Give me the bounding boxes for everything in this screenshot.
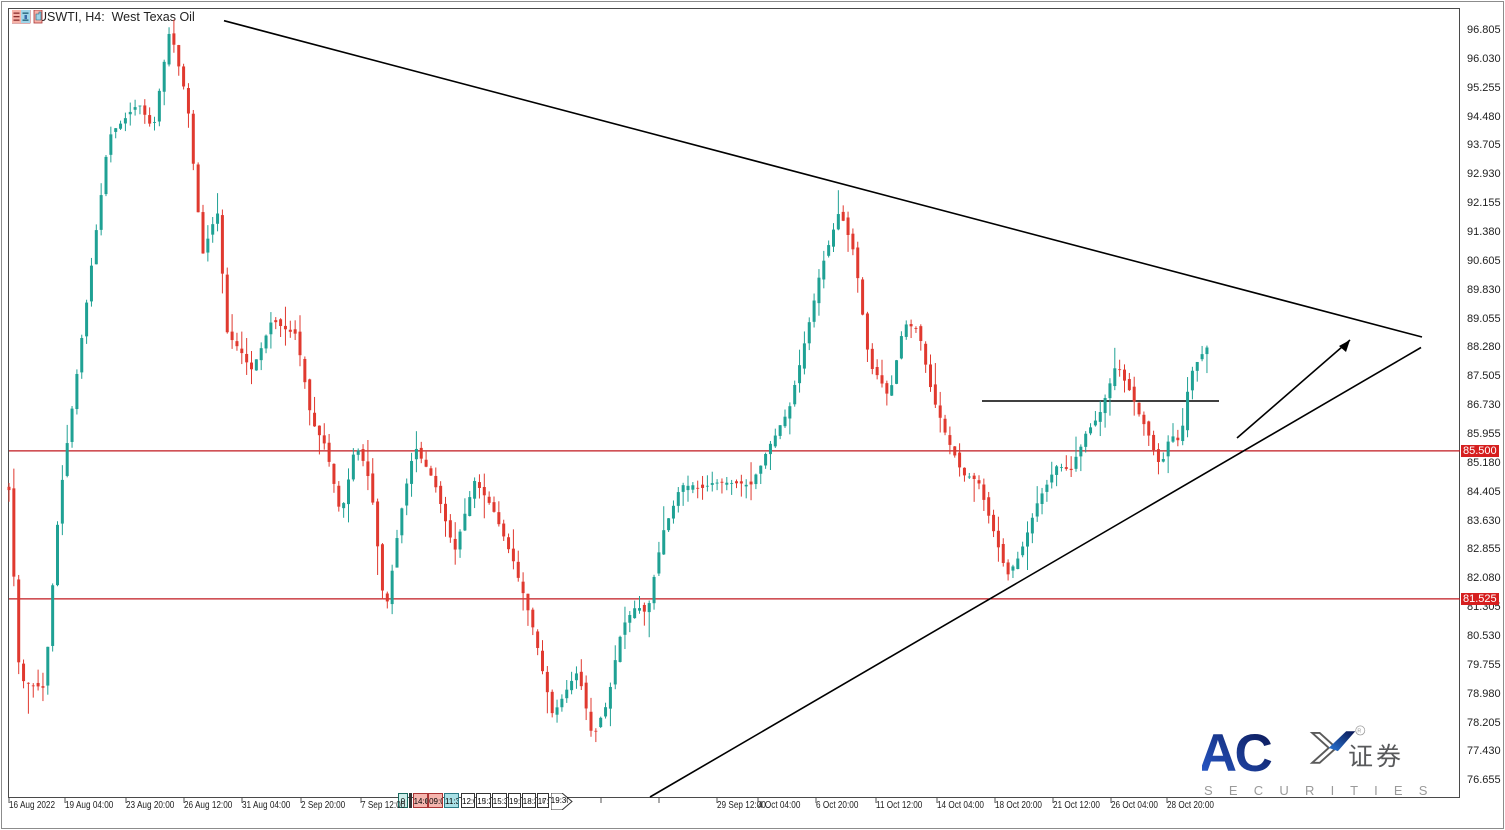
svg-text:AC: AC — [1202, 724, 1271, 781]
svg-text:R: R — [1357, 729, 1361, 735]
